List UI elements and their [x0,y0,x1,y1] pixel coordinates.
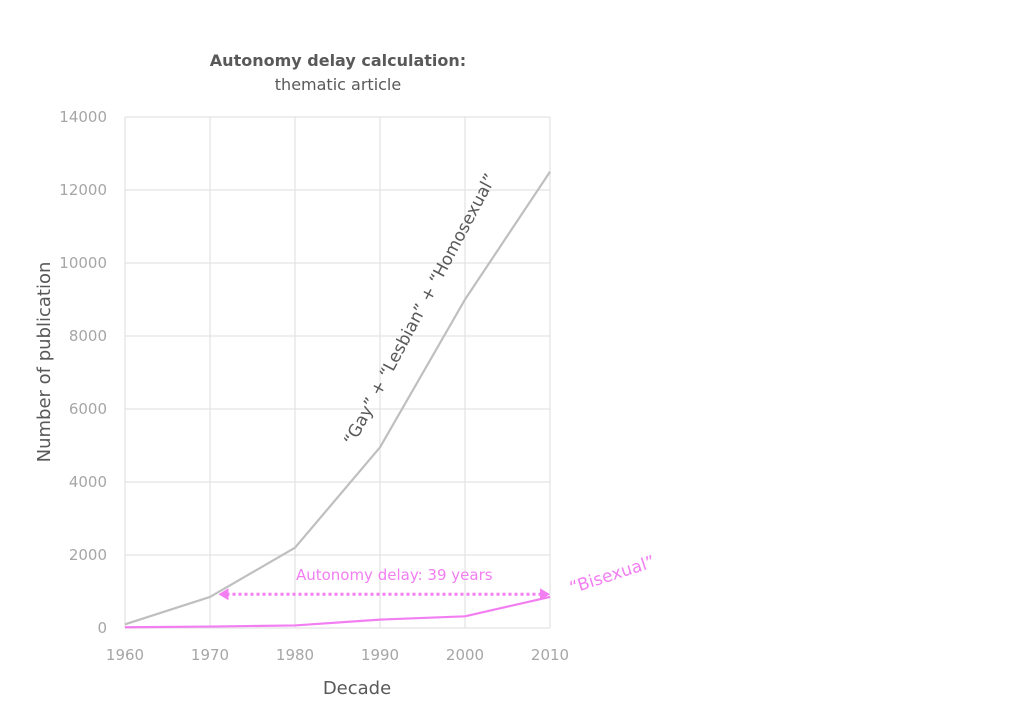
y-tick-label: 0 [97,619,107,637]
y-tick-label: 4000 [69,473,107,491]
grid [124,116,551,629]
x-tick-label: 1970 [191,646,229,664]
x-tick-label: 1990 [361,646,399,664]
x-axis-ticks: 1960 1970 1980 1990 2000 2010 [106,646,569,664]
series-line-1 [124,595,551,629]
y-tick-label: 2000 [69,546,107,564]
y-axis-title: Number of publication [34,262,55,463]
y-axis-ticks: 0 2000 4000 6000 8000 10000 12000 14000 [59,108,107,637]
x-tick-label: 2010 [531,646,569,664]
series-label-bisexual: “Bisexual” [567,552,657,598]
chart-title: Autonomy delay calculation: [210,51,466,70]
y-tick-label: 10000 [59,254,107,272]
x-tick-label: 1960 [106,646,144,664]
y-tick-label: 6000 [69,400,107,418]
y-tick-label: 14000 [59,108,107,126]
y-tick-label: 12000 [59,181,107,199]
autonomy-delay-label: Autonomy delay: 39 years [296,566,493,584]
annotations: Autonomy delay: 39 years [218,566,550,601]
y-tick-label: 8000 [69,327,107,345]
x-tick-label: 2000 [446,646,484,664]
series-line-0 [124,171,551,626]
series-label-gay-lesbian-homosexual: “Gay” + “Lesbian” + “Homosexual” [340,171,501,449]
arrowhead-right-icon [540,588,550,601]
arrowhead-left-icon [218,588,229,601]
chart-subtitle: thematic article [275,75,401,94]
x-tick-label: 1980 [276,646,314,664]
series-lines [124,171,551,629]
x-axis-title: Decade [323,678,391,699]
